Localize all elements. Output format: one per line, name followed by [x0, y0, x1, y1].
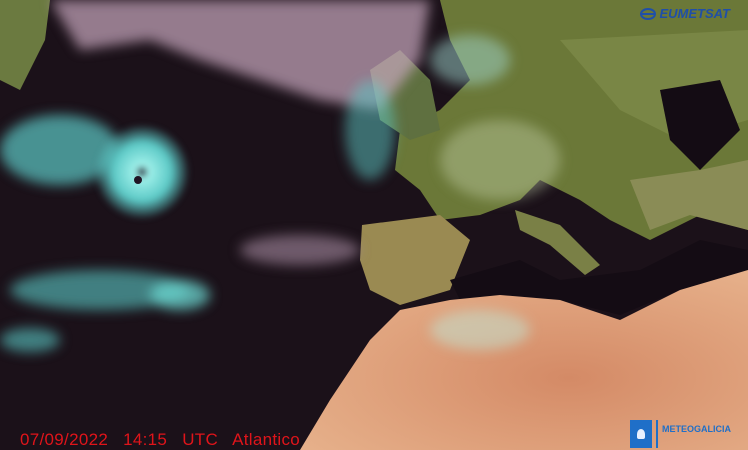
eumetsat-globe-icon — [640, 7, 657, 20]
eumetsat-text: EUMETSAT — [659, 6, 730, 21]
timestamp-caption: 07/09/2022 14:15 UTC Atlantico — [20, 430, 310, 450]
sea-mediterranean — [450, 80, 748, 315]
caption-date: 07/09/2022 — [20, 430, 109, 449]
clouds — [0, 0, 560, 352]
caption-time: 14:15 — [123, 430, 168, 449]
meteogalicia-text: METEOGALICIA — [662, 424, 731, 434]
hurricane — [94, 124, 190, 220]
meteogalicia-logo: METEOGALICIA — [630, 420, 731, 448]
land-africa — [300, 270, 748, 450]
galicia-crest-icon — [630, 420, 652, 448]
caption-region: Atlantico — [232, 430, 301, 449]
eumetsat-logo: EUMETSAT — [640, 6, 730, 21]
logo-divider — [656, 420, 658, 448]
caption-timezone: UTC — [182, 430, 219, 449]
